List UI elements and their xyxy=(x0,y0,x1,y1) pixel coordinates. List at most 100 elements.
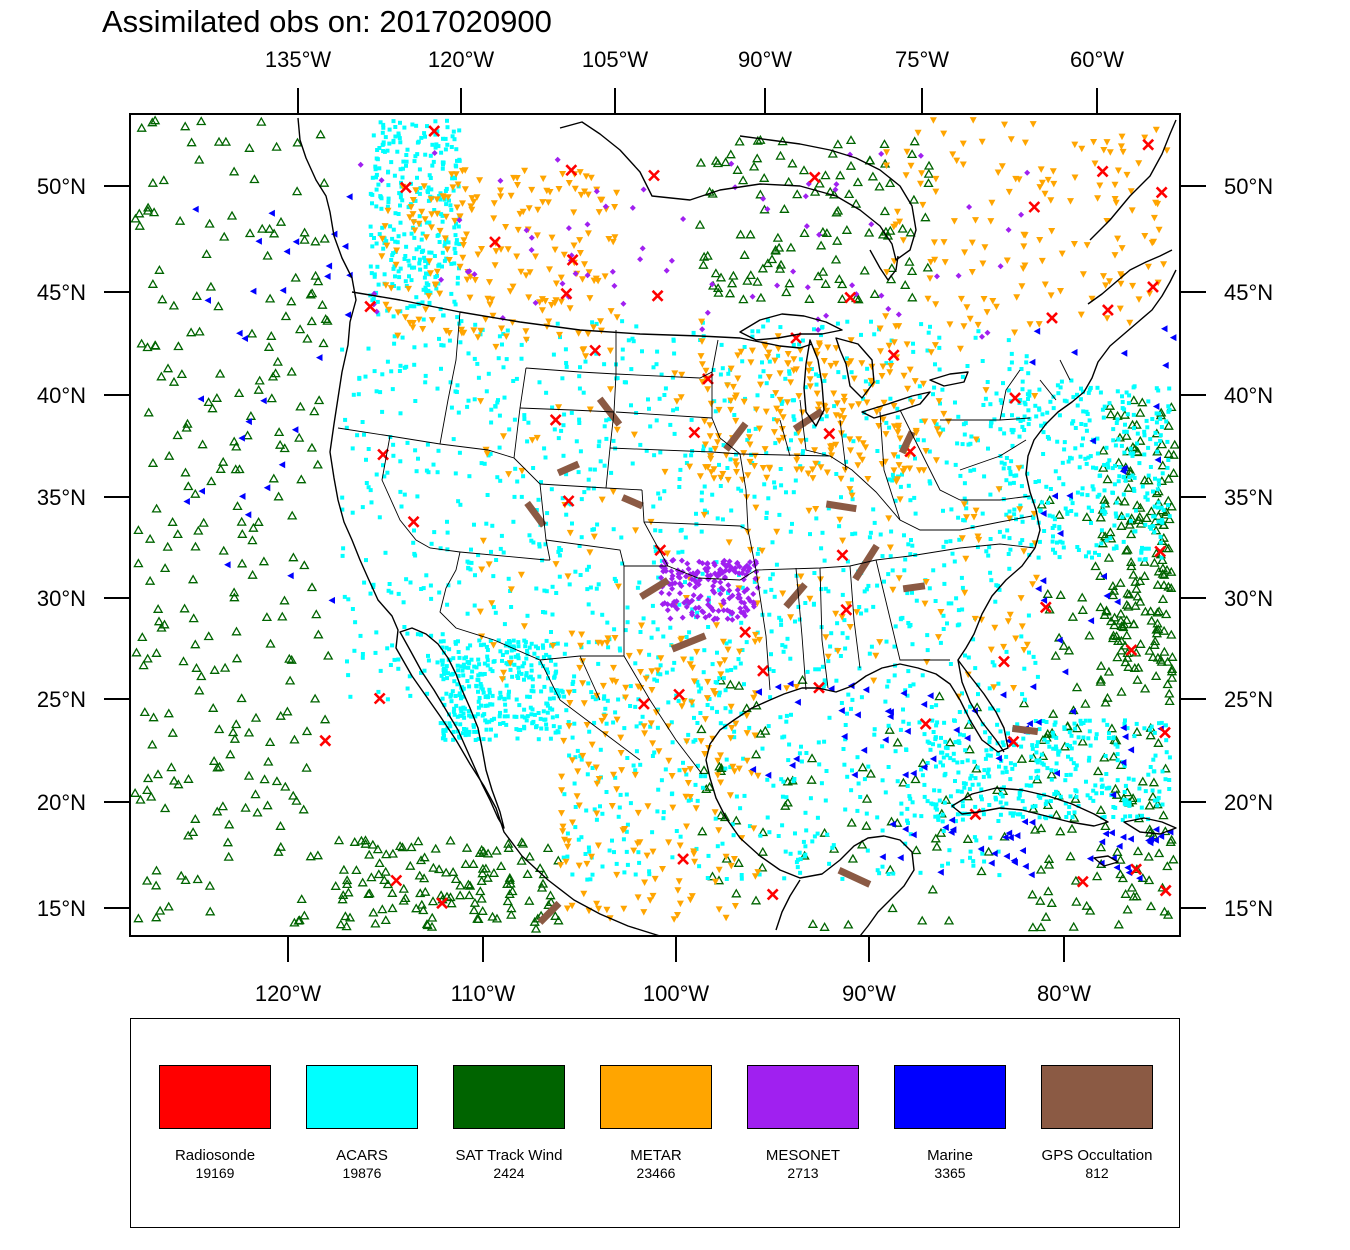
acars-marker xyxy=(1020,379,1025,384)
acars-marker xyxy=(911,349,916,354)
metar-marker xyxy=(1020,231,1028,239)
metar-marker xyxy=(1033,574,1040,582)
metar-marker xyxy=(727,365,735,373)
acars-marker xyxy=(1085,493,1090,498)
acars-marker xyxy=(385,204,390,209)
metar-marker xyxy=(811,447,819,454)
acars-marker xyxy=(374,187,379,192)
lat-label: 40°N xyxy=(37,383,86,408)
metar-marker xyxy=(779,590,787,597)
sat-wind-marker xyxy=(1163,581,1174,591)
mesonet-marker xyxy=(705,597,712,603)
acars-marker xyxy=(647,652,652,657)
acars-marker xyxy=(1033,660,1038,665)
sat-wind-marker xyxy=(250,789,261,799)
acars-marker xyxy=(582,490,587,495)
metar-marker xyxy=(394,309,402,316)
metar-marker xyxy=(549,642,557,650)
acars-marker xyxy=(507,640,512,645)
acars-marker xyxy=(393,211,398,216)
acars-marker xyxy=(633,872,638,877)
metar-marker xyxy=(576,250,584,257)
acars-marker xyxy=(404,577,409,582)
acars-marker xyxy=(740,524,745,529)
mesonet-marker xyxy=(497,177,504,184)
radiosonde-marker xyxy=(1007,735,1020,748)
acars-marker xyxy=(444,691,449,696)
acars-marker xyxy=(1026,408,1031,413)
mesonet-marker xyxy=(726,567,733,574)
acars-marker xyxy=(987,774,992,779)
acars-marker xyxy=(684,635,689,639)
acars-marker xyxy=(720,366,725,371)
acars-marker xyxy=(376,182,381,187)
acars-marker xyxy=(424,290,429,295)
metar-marker xyxy=(552,280,560,287)
radiosonde-marker xyxy=(364,300,377,313)
acars-marker xyxy=(594,586,599,591)
acars-marker xyxy=(403,254,408,258)
acars-marker xyxy=(826,506,831,511)
acars-marker xyxy=(767,359,772,364)
acars-marker xyxy=(351,392,356,397)
acars-marker xyxy=(510,674,515,679)
metar-marker xyxy=(1144,263,1152,271)
metar-marker xyxy=(820,358,828,365)
acars-marker xyxy=(473,322,478,327)
acars-marker xyxy=(562,651,567,656)
acars-marker xyxy=(969,773,974,778)
metar-marker xyxy=(798,466,805,473)
acars-marker xyxy=(1151,769,1156,774)
acars-marker xyxy=(1026,397,1030,401)
acars-marker xyxy=(1094,466,1099,471)
acars-marker xyxy=(863,379,868,384)
marine-marker xyxy=(1154,456,1161,464)
acars-marker xyxy=(445,125,450,130)
mesonet-marker xyxy=(565,225,572,232)
acars-marker xyxy=(1128,814,1133,819)
metar-marker xyxy=(452,171,460,178)
acars-marker xyxy=(902,533,906,538)
sat-wind-marker xyxy=(1139,475,1150,485)
acars-marker xyxy=(1055,540,1059,545)
marine-marker xyxy=(1002,833,1009,841)
acars-marker xyxy=(803,385,808,390)
acars-marker xyxy=(1142,726,1147,731)
mesonet-marker xyxy=(584,272,591,279)
acars-marker xyxy=(1022,697,1027,702)
acars-marker xyxy=(1145,497,1150,502)
sat-wind-marker xyxy=(1123,661,1134,671)
metar-marker xyxy=(806,376,814,383)
metar-marker xyxy=(702,367,710,375)
acars-marker xyxy=(541,645,546,650)
mesonet-marker xyxy=(704,561,711,568)
sat-wind-marker xyxy=(1128,891,1139,901)
mesonet-marker xyxy=(637,256,644,263)
acars-marker xyxy=(529,712,534,717)
metar-marker xyxy=(514,226,522,234)
sat-wind-marker xyxy=(1104,400,1116,410)
metar-marker xyxy=(932,457,940,464)
metar-marker xyxy=(697,738,705,745)
metar-marker xyxy=(995,486,1003,493)
acars-marker xyxy=(891,475,896,480)
acars-marker xyxy=(998,398,1003,403)
acars-marker xyxy=(489,727,493,732)
acars-marker xyxy=(579,835,584,840)
acars-marker xyxy=(1147,727,1152,732)
acars-marker xyxy=(1120,394,1124,399)
acars-marker xyxy=(402,625,407,629)
sat-wind-marker xyxy=(1126,882,1138,892)
sat-wind-marker xyxy=(1162,679,1173,689)
acars-marker xyxy=(446,583,451,588)
acars-marker xyxy=(1011,480,1016,485)
acars-marker xyxy=(1061,482,1066,487)
acars-marker xyxy=(880,864,885,869)
acars-marker xyxy=(982,474,987,479)
acars-marker xyxy=(829,631,834,636)
acars-marker xyxy=(1122,797,1127,802)
gps-occultation-marker xyxy=(556,460,580,477)
metar-marker xyxy=(552,297,560,304)
acars-marker xyxy=(893,749,898,754)
metar-marker xyxy=(1018,623,1026,630)
